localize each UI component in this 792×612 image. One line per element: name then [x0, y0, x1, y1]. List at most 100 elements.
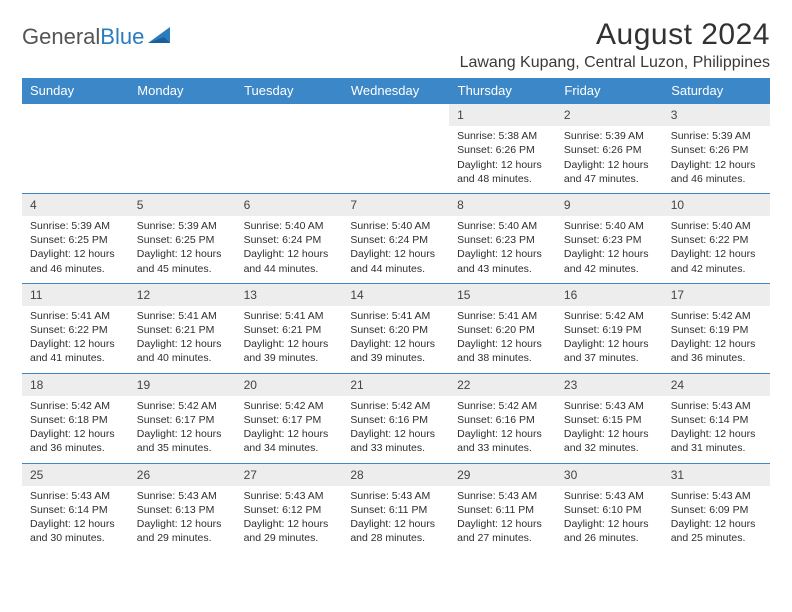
calendar-week-row: 18Sunrise: 5:42 AMSunset: 6:18 PMDayligh… [22, 373, 770, 463]
day-header: Wednesday [342, 78, 449, 104]
day-body: Sunrise: 5:42 AMSunset: 6:19 PMDaylight:… [663, 306, 770, 373]
sunset-line: Sunset: 6:26 PM [671, 143, 762, 157]
day-number: 7 [342, 194, 449, 216]
day-number: 4 [22, 194, 129, 216]
calendar-cell: 19Sunrise: 5:42 AMSunset: 6:17 PMDayligh… [129, 373, 236, 463]
calendar-head: SundayMondayTuesdayWednesdayThursdayFrid… [22, 78, 770, 104]
day-header: Tuesday [236, 78, 343, 104]
day-number: 22 [449, 374, 556, 396]
logo-triangle-icon [148, 25, 174, 50]
day-body: Sunrise: 5:41 AMSunset: 6:21 PMDaylight:… [236, 306, 343, 373]
day-number: 29 [449, 464, 556, 486]
daylight-line: Daylight: 12 hours and 36 minutes. [30, 427, 121, 455]
calendar-cell: 25Sunrise: 5:43 AMSunset: 6:14 PMDayligh… [22, 463, 129, 552]
daylight-line: Daylight: 12 hours and 33 minutes. [457, 427, 548, 455]
day-body: Sunrise: 5:40 AMSunset: 6:23 PMDaylight:… [556, 216, 663, 283]
daylight-line: Daylight: 12 hours and 32 minutes. [564, 427, 655, 455]
daylight-line: Daylight: 12 hours and 42 minutes. [564, 247, 655, 275]
day-body: Sunrise: 5:40 AMSunset: 6:23 PMDaylight:… [449, 216, 556, 283]
sunrise-line: Sunrise: 5:39 AM [137, 219, 228, 233]
calendar-cell: 16Sunrise: 5:42 AMSunset: 6:19 PMDayligh… [556, 283, 663, 373]
daylight-line: Daylight: 12 hours and 44 minutes. [350, 247, 441, 275]
sunrise-line: Sunrise: 5:40 AM [671, 219, 762, 233]
calendar-cell: 2Sunrise: 5:39 AMSunset: 6:26 PMDaylight… [556, 104, 663, 194]
calendar-cell: 26Sunrise: 5:43 AMSunset: 6:13 PMDayligh… [129, 463, 236, 552]
sunrise-line: Sunrise: 5:42 AM [30, 399, 121, 413]
sunset-line: Sunset: 6:26 PM [564, 143, 655, 157]
sunrise-line: Sunrise: 5:40 AM [457, 219, 548, 233]
sunrise-line: Sunrise: 5:39 AM [671, 129, 762, 143]
day-number: 5 [129, 194, 236, 216]
day-number: 14 [342, 284, 449, 306]
day-number: 3 [663, 104, 770, 126]
sunset-line: Sunset: 6:17 PM [137, 413, 228, 427]
day-body: Sunrise: 5:43 AMSunset: 6:13 PMDaylight:… [129, 486, 236, 553]
daylight-line: Daylight: 12 hours and 43 minutes. [457, 247, 548, 275]
day-number: 9 [556, 194, 663, 216]
sunset-line: Sunset: 6:15 PM [564, 413, 655, 427]
sunset-line: Sunset: 6:14 PM [671, 413, 762, 427]
daylight-line: Daylight: 12 hours and 42 minutes. [671, 247, 762, 275]
sunrise-line: Sunrise: 5:41 AM [137, 309, 228, 323]
sunset-line: Sunset: 6:14 PM [30, 503, 121, 517]
day-header: Monday [129, 78, 236, 104]
sunset-line: Sunset: 6:21 PM [137, 323, 228, 337]
sunset-line: Sunset: 6:22 PM [30, 323, 121, 337]
sunset-line: Sunset: 6:21 PM [244, 323, 335, 337]
day-number: 27 [236, 464, 343, 486]
sunrise-line: Sunrise: 5:39 AM [30, 219, 121, 233]
sunrise-line: Sunrise: 5:39 AM [564, 129, 655, 143]
sunrise-line: Sunrise: 5:43 AM [564, 489, 655, 503]
calendar-cell: 10Sunrise: 5:40 AMSunset: 6:22 PMDayligh… [663, 193, 770, 283]
day-header: Friday [556, 78, 663, 104]
day-number: 16 [556, 284, 663, 306]
sunrise-line: Sunrise: 5:40 AM [244, 219, 335, 233]
logo-part1: General [22, 24, 100, 49]
day-number: 26 [129, 464, 236, 486]
day-header: Sunday [22, 78, 129, 104]
logo-part2: Blue [100, 24, 144, 49]
day-body: Sunrise: 5:41 AMSunset: 6:21 PMDaylight:… [129, 306, 236, 373]
calendar-cell: 9Sunrise: 5:40 AMSunset: 6:23 PMDaylight… [556, 193, 663, 283]
sunrise-line: Sunrise: 5:40 AM [564, 219, 655, 233]
sunrise-line: Sunrise: 5:41 AM [30, 309, 121, 323]
day-number: 24 [663, 374, 770, 396]
sunset-line: Sunset: 6:20 PM [457, 323, 548, 337]
daylight-line: Daylight: 12 hours and 45 minutes. [137, 247, 228, 275]
calendar-cell: 22Sunrise: 5:42 AMSunset: 6:16 PMDayligh… [449, 373, 556, 463]
daylight-line: Daylight: 12 hours and 37 minutes. [564, 337, 655, 365]
sunrise-line: Sunrise: 5:42 AM [564, 309, 655, 323]
daylight-line: Daylight: 12 hours and 29 minutes. [244, 517, 335, 545]
calendar-week-row: 1Sunrise: 5:38 AMSunset: 6:26 PMDaylight… [22, 104, 770, 194]
calendar-cell: 17Sunrise: 5:42 AMSunset: 6:19 PMDayligh… [663, 283, 770, 373]
daylight-line: Daylight: 12 hours and 44 minutes. [244, 247, 335, 275]
daylight-line: Daylight: 12 hours and 34 minutes. [244, 427, 335, 455]
day-number: 30 [556, 464, 663, 486]
calendar-week-row: 4Sunrise: 5:39 AMSunset: 6:25 PMDaylight… [22, 193, 770, 283]
day-number: 10 [663, 194, 770, 216]
sunset-line: Sunset: 6:23 PM [564, 233, 655, 247]
logo: GeneralBlue [22, 18, 174, 50]
day-body: Sunrise: 5:42 AMSunset: 6:19 PMDaylight:… [556, 306, 663, 373]
calendar-cell: 24Sunrise: 5:43 AMSunset: 6:14 PMDayligh… [663, 373, 770, 463]
sunrise-line: Sunrise: 5:43 AM [137, 489, 228, 503]
sunrise-line: Sunrise: 5:43 AM [457, 489, 548, 503]
day-body: Sunrise: 5:43 AMSunset: 6:11 PMDaylight:… [342, 486, 449, 553]
daylight-line: Daylight: 12 hours and 39 minutes. [350, 337, 441, 365]
day-body: Sunrise: 5:40 AMSunset: 6:24 PMDaylight:… [342, 216, 449, 283]
daylight-line: Daylight: 12 hours and 46 minutes. [671, 158, 762, 186]
page: GeneralBlue August 2024 Lawang Kupang, C… [0, 0, 792, 570]
day-body: Sunrise: 5:43 AMSunset: 6:09 PMDaylight:… [663, 486, 770, 553]
calendar-cell: 20Sunrise: 5:42 AMSunset: 6:17 PMDayligh… [236, 373, 343, 463]
sunset-line: Sunset: 6:09 PM [671, 503, 762, 517]
calendar-week-row: 11Sunrise: 5:41 AMSunset: 6:22 PMDayligh… [22, 283, 770, 373]
calendar-cell: 12Sunrise: 5:41 AMSunset: 6:21 PMDayligh… [129, 283, 236, 373]
sunset-line: Sunset: 6:19 PM [564, 323, 655, 337]
day-body: Sunrise: 5:42 AMSunset: 6:17 PMDaylight:… [236, 396, 343, 463]
calendar-cell [22, 104, 129, 194]
daylight-line: Daylight: 12 hours and 27 minutes. [457, 517, 548, 545]
day-body: Sunrise: 5:43 AMSunset: 6:11 PMDaylight:… [449, 486, 556, 553]
sunrise-line: Sunrise: 5:41 AM [244, 309, 335, 323]
day-body: Sunrise: 5:40 AMSunset: 6:22 PMDaylight:… [663, 216, 770, 283]
sunset-line: Sunset: 6:24 PM [244, 233, 335, 247]
